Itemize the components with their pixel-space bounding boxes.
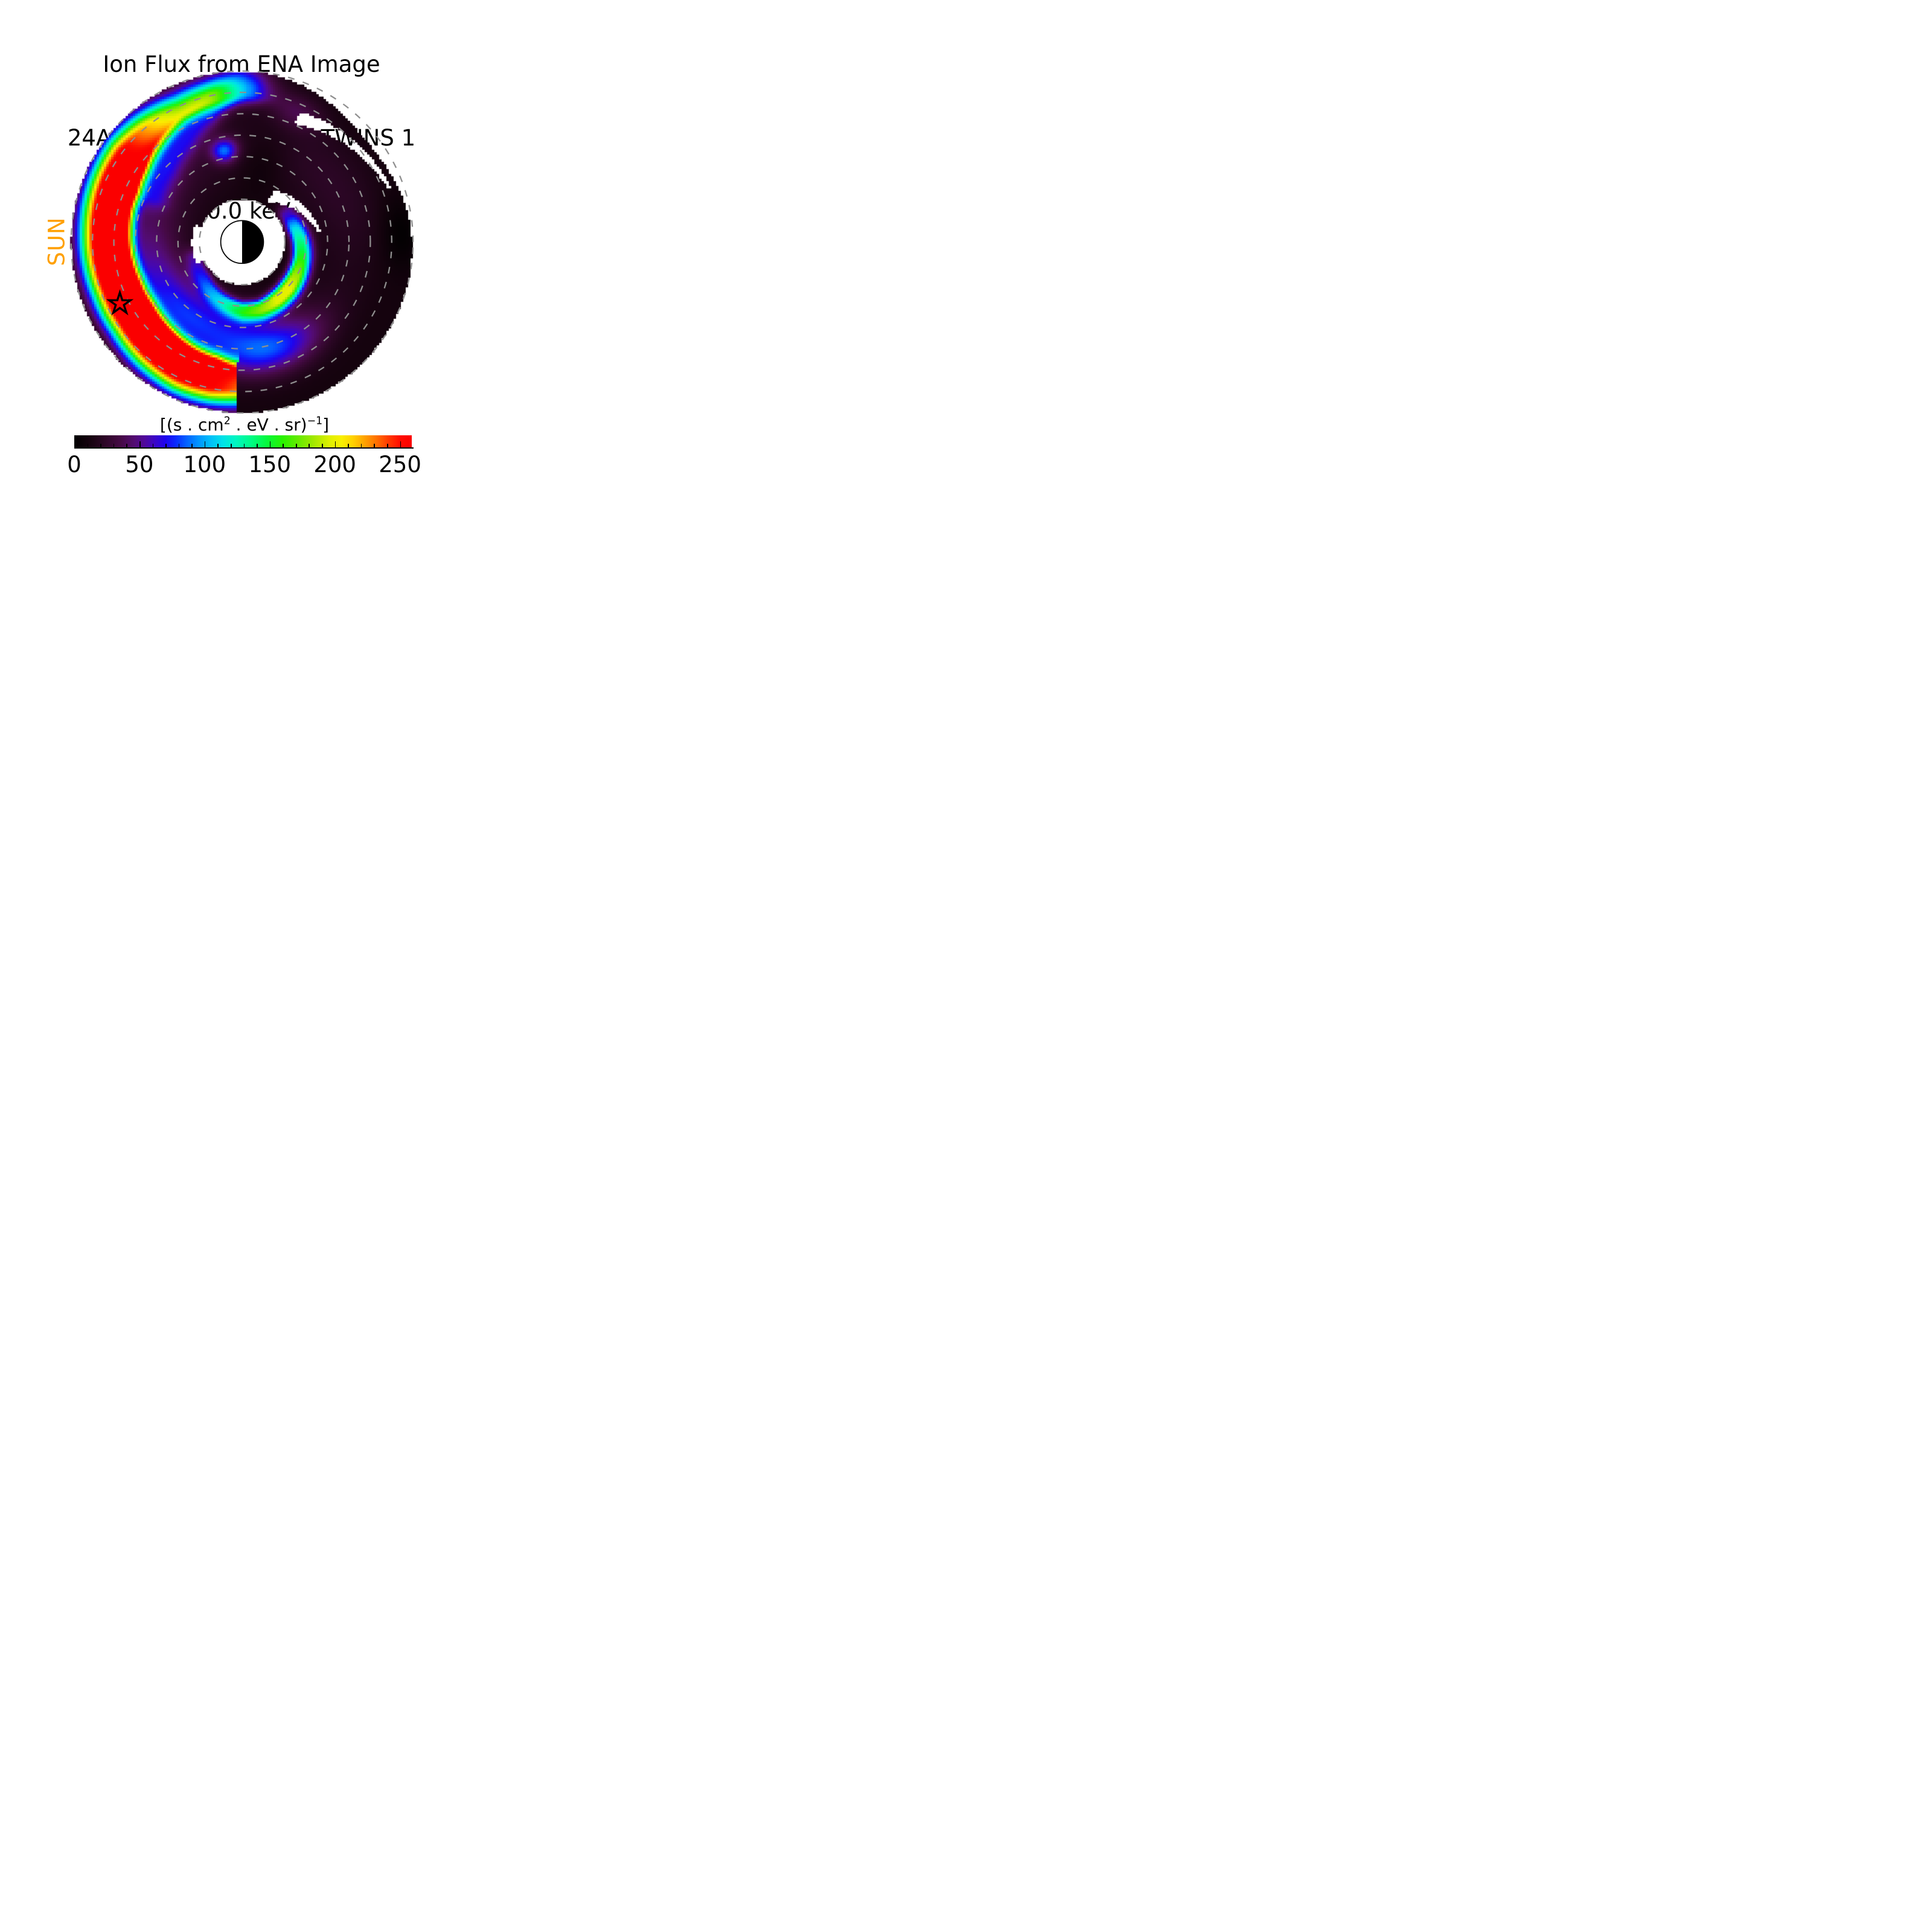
colorbar-tick-label-250: 250	[379, 452, 421, 478]
colorbar-minor-tick	[283, 444, 284, 447]
colorbar-minor-tick	[126, 444, 127, 447]
units-superscript-2: 2	[223, 415, 231, 427]
colorbar-minor-tick	[87, 444, 89, 447]
lshell-rings-group	[70, 70, 414, 414]
lshell-ring-6re	[113, 113, 371, 371]
colorbar-major-tick	[400, 441, 401, 447]
colorbar-tick-label-150: 150	[248, 452, 292, 478]
colorbar-minor-tick	[243, 444, 245, 447]
colorbar-minor-tick	[322, 444, 323, 447]
colorbar-minor-tick	[348, 444, 349, 447]
units-mid: . eV . sr)	[230, 415, 307, 435]
lshell-ring-2re	[199, 198, 286, 286]
colorbar-minor-tick	[386, 444, 388, 447]
colorbar-minor-tick	[309, 444, 310, 447]
colorbar-minor-tick	[74, 444, 75, 447]
units-superscript-minus1: −1	[307, 415, 323, 427]
colorbar-axis-line	[74, 447, 414, 449]
colorbar-minor-tick	[374, 444, 375, 447]
colorbar-tick-label-0: 0	[67, 452, 82, 478]
colorbar-tick-labels: 0 50 100 150 200 250	[67, 452, 421, 478]
lshell-ring-4re	[156, 156, 328, 328]
colorbar-minor-tick	[100, 444, 101, 447]
colorbar-major-tick	[334, 441, 336, 447]
lshell-ring-7re	[92, 91, 392, 392]
colorbar-major-tick	[269, 441, 271, 447]
figure-root: Ion Flux from ENA Image 24Apr2012, 1107 …	[0, 0, 483, 483]
colorbar-minor-tick	[360, 444, 362, 447]
colorbar-minor-tick	[152, 444, 154, 447]
colorbar	[74, 435, 412, 447]
colorbar-minor-tick	[191, 444, 193, 447]
lshell-ring-3re	[177, 177, 307, 307]
overlay-svg	[70, 70, 414, 414]
colorbar-minor-tick	[257, 444, 258, 447]
lshell-ring-5re	[134, 134, 350, 350]
colorbar-minor-tick	[113, 444, 115, 447]
earth-symbol	[220, 220, 264, 264]
colorbar-minor-tick	[231, 444, 232, 447]
earth-nightside-half	[242, 220, 264, 264]
star-marker	[106, 289, 134, 316]
colorbar-minor-tick	[295, 444, 297, 447]
colorbar-units-label: [(s . cm2 . eV . sr)−1]	[160, 415, 329, 435]
colorbar-minor-tick	[178, 444, 180, 447]
colorbar-minor-tick	[217, 444, 219, 447]
units-suffix: ]	[322, 415, 330, 435]
colorbar-tick-label-50: 50	[125, 452, 154, 478]
colorbar-tick-label-200: 200	[313, 452, 356, 478]
lshell-ring-8re	[70, 70, 414, 414]
units-prefix: [(s . cm	[159, 415, 224, 435]
colorbar-tick-label-100: 100	[183, 452, 226, 478]
colorbar-minor-tick	[165, 444, 167, 447]
colorbar-major-tick	[139, 441, 141, 447]
colorbar-major-tick	[204, 441, 206, 447]
